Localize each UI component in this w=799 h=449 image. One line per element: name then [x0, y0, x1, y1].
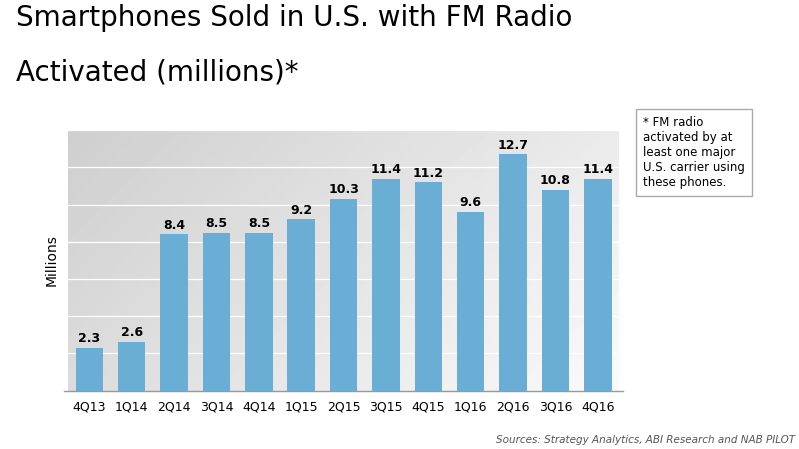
- Text: 8.5: 8.5: [248, 217, 270, 230]
- Text: Sources: Strategy Analytics, ABI Research and NAB PILOT: Sources: Strategy Analytics, ABI Researc…: [496, 435, 795, 445]
- Text: 2.3: 2.3: [78, 332, 101, 345]
- Bar: [457, 212, 484, 391]
- Text: 8.5: 8.5: [205, 217, 228, 230]
- Text: Smartphones Sold in U.S. with FM Radio: Smartphones Sold in U.S. with FM Radio: [16, 4, 572, 32]
- Text: 9.2: 9.2: [290, 204, 312, 217]
- Text: 11.4: 11.4: [582, 163, 614, 176]
- Text: 2.6: 2.6: [121, 326, 143, 339]
- Bar: [203, 233, 230, 391]
- Bar: [372, 179, 400, 391]
- Bar: [499, 154, 527, 391]
- Bar: [330, 199, 357, 391]
- Text: 10.3: 10.3: [328, 183, 359, 196]
- Bar: [584, 179, 611, 391]
- Bar: [245, 233, 272, 391]
- Y-axis label: Millions: Millions: [45, 234, 58, 286]
- Bar: [415, 182, 442, 391]
- Text: 8.4: 8.4: [163, 219, 185, 232]
- Text: 12.7: 12.7: [498, 139, 529, 152]
- Bar: [542, 190, 569, 391]
- Bar: [288, 220, 315, 391]
- Text: 9.6: 9.6: [459, 196, 482, 209]
- Bar: [118, 342, 145, 391]
- Text: 11.2: 11.2: [413, 167, 443, 180]
- Bar: [161, 234, 188, 391]
- Text: Activated (millions)*: Activated (millions)*: [16, 58, 299, 86]
- Bar: [76, 348, 103, 391]
- Text: * FM radio
activated by at
least one major
U.S. carrier using
these phones.: * FM radio activated by at least one maj…: [643, 116, 745, 189]
- Text: 11.4: 11.4: [371, 163, 401, 176]
- Text: 10.8: 10.8: [540, 174, 570, 187]
